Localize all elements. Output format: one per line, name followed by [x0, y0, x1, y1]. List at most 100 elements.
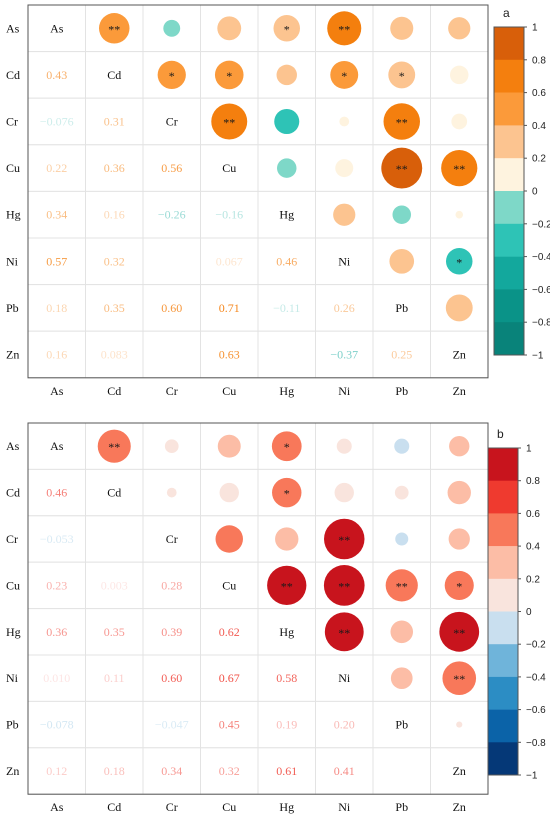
- colorbar-band: [494, 158, 524, 192]
- correlation-circle: [98, 13, 130, 44]
- grid-cell: [27, 144, 86, 192]
- column-label-cr: Cr: [166, 800, 178, 814]
- coefficient-label: 0.11: [104, 671, 125, 685]
- colorbar-tick-label: −0.4: [526, 672, 546, 683]
- correlation-circle: [394, 438, 410, 454]
- colorbar-band: [488, 480, 518, 514]
- coefficient-label: −0.047: [155, 718, 189, 732]
- colorbar-band: [494, 223, 524, 257]
- grid-cell: [142, 608, 201, 656]
- correlation-circle: [267, 565, 307, 606]
- grid-cell: [85, 654, 144, 702]
- coefficient-label: 0.39: [161, 625, 182, 639]
- significance-marker: *: [169, 69, 175, 83]
- plot-border: [27, 4, 489, 379]
- grid-cell: [142, 284, 201, 332]
- coefficient-label: 0.71: [219, 301, 240, 315]
- grid-cell: [372, 284, 431, 332]
- grid-cell: [315, 747, 374, 795]
- colorbar-band: [494, 59, 524, 93]
- column-label-as: As: [50, 800, 64, 814]
- coefficient-label: 0.26: [334, 301, 355, 315]
- coefficient-label: 0.32: [104, 254, 125, 268]
- column-label-zn: Zn: [453, 800, 466, 814]
- grid-cell: [315, 330, 374, 379]
- diagonal-label-zn: Zn: [453, 348, 466, 362]
- colorbar-tick-label: 0.4: [532, 121, 546, 132]
- correlation-circle: [439, 611, 480, 652]
- grid-cell: [142, 97, 201, 146]
- grid-cell: [85, 747, 144, 795]
- correlation-circle: [445, 248, 473, 275]
- row-label-pb: Pb: [6, 301, 19, 315]
- significance-marker: *: [226, 69, 232, 83]
- row-label-ni: Ni: [6, 254, 19, 268]
- colorbar-tick-label: 0.6: [532, 88, 546, 99]
- correlation-circle: [456, 721, 463, 728]
- correlation-circle: [383, 103, 420, 140]
- significance-marker: *: [399, 69, 405, 83]
- correlation-circle: [334, 482, 354, 503]
- significance-marker: **: [396, 162, 408, 176]
- grid-cell: [85, 284, 144, 332]
- correlation-circle: [388, 61, 416, 89]
- correlation-panel-b: As Cd Cr Cu Hg Ni Pb Zn As As Cd Cd Cr Cr Cu Cu Hg Hg Ni Ni…: [6, 422, 546, 814]
- row-label-as: As: [6, 439, 20, 453]
- colorbar-band: [494, 27, 524, 61]
- row-label-zn: Zn: [6, 764, 19, 778]
- correlation-circle: [157, 60, 186, 90]
- significance-marker: **: [396, 579, 408, 593]
- correlation-circle: [330, 60, 359, 89]
- colorbar-band: [494, 322, 524, 356]
- coefficient-label: −0.26: [158, 208, 186, 222]
- correlation-circle: [389, 248, 415, 274]
- column-label-pb: Pb: [395, 384, 408, 398]
- colorbar-tick-label: −0.4: [532, 252, 550, 263]
- row-label-hg: Hg: [6, 625, 21, 639]
- colorbar-tick-label: −0.2: [526, 640, 546, 651]
- colorbar-band: [494, 125, 524, 159]
- correlation-circle: [274, 108, 300, 135]
- correlation-circle: [390, 16, 414, 40]
- correlation-circle: [333, 203, 356, 226]
- coefficient-label: 0.57: [46, 254, 67, 268]
- coefficient-label: 0.31: [104, 115, 125, 129]
- grid-cell: [27, 654, 86, 702]
- correlation-circle: [327, 11, 362, 46]
- diagonal-label-cd: Cd: [107, 68, 121, 82]
- colorbar-tick-label: 0.4: [526, 542, 540, 553]
- correlation-circle: [273, 15, 301, 42]
- diagonal-label-ni: Ni: [338, 671, 351, 685]
- significance-marker: **: [396, 116, 408, 130]
- grid-cell: [257, 330, 316, 379]
- colorbar-band: [488, 448, 518, 481]
- significance-marker: **: [453, 162, 465, 176]
- grid-cell: [142, 700, 201, 749]
- grid-cell: [315, 654, 374, 702]
- grid-cell: [200, 190, 259, 239]
- colorbar-tick-label: 0: [526, 607, 532, 618]
- row-label-hg: Hg: [6, 208, 21, 222]
- coefficient-label: 0.34: [161, 764, 182, 778]
- coefficient-label: 0.60: [161, 301, 182, 315]
- coefficient-label: 0.35: [104, 625, 125, 639]
- correlation-circle: [336, 438, 352, 454]
- diagonal-label-as: As: [50, 439, 64, 453]
- correlation-circle: [217, 16, 242, 41]
- column-label-pb: Pb: [395, 800, 408, 814]
- correlation-circle: [166, 487, 177, 498]
- colorbar-tick-label: −0.6: [526, 705, 546, 716]
- colorbar-band: [494, 289, 524, 323]
- coefficient-label: 0.61: [276, 764, 297, 778]
- correlation-circle: [339, 116, 350, 127]
- grid-cell: [257, 700, 316, 749]
- row-label-ni: Ni: [6, 671, 19, 685]
- correlation-circle: [164, 439, 179, 454]
- coefficient-label: 0.16: [46, 348, 67, 362]
- significance-marker: **: [453, 626, 465, 640]
- grid-cell: [142, 144, 201, 192]
- correlation-circle: [444, 570, 474, 600]
- grid-cell: [27, 4, 86, 53]
- correlation-circle: [277, 158, 297, 178]
- correlation-circle: [335, 159, 354, 178]
